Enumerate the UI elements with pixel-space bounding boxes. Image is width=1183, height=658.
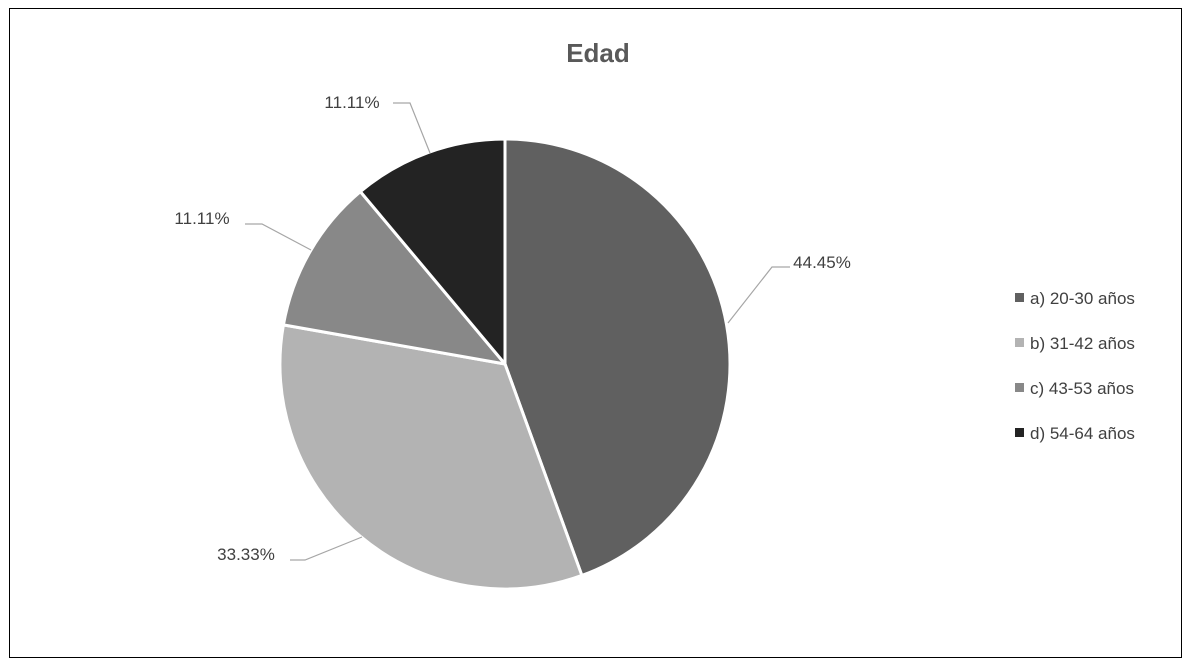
leader-line-c bbox=[245, 223, 312, 251]
data-label-b: 33.33% bbox=[217, 545, 275, 564]
legend: a) 20-30 años b) 31-42 años c) 43-53 años d… bbox=[1015, 289, 1135, 443]
leader-line-d bbox=[393, 102, 431, 154]
pie-slices bbox=[278, 137, 732, 591]
legend-label-a: a) 20-30 años bbox=[1030, 289, 1135, 308]
legend-swatch-a bbox=[1015, 293, 1024, 302]
pie-slice-a bbox=[503, 137, 732, 577]
leader-lines bbox=[245, 102, 790, 561]
pie-slice-b bbox=[278, 323, 584, 591]
data-label-d: 11.11% bbox=[324, 93, 379, 112]
data-labels: 44.45% 33.33% 11.11% 11.11% bbox=[174, 93, 850, 564]
leader-line-a bbox=[727, 266, 790, 324]
legend-label-d: d) 54-64 años bbox=[1030, 424, 1135, 443]
data-label-c: 11.11% bbox=[174, 209, 229, 228]
chart-title: Edad bbox=[566, 38, 630, 68]
legend-label-c: c) 43-53 años bbox=[1030, 379, 1134, 398]
data-label-a: 44.45% bbox=[793, 253, 851, 272]
legend-label-b: b) 31-42 años bbox=[1030, 334, 1135, 353]
leader-line-b bbox=[290, 536, 363, 561]
legend-swatch-d bbox=[1015, 428, 1024, 437]
pie-slice-d bbox=[358, 137, 507, 366]
legend-swatch-c bbox=[1015, 383, 1024, 392]
legend-swatch-b bbox=[1015, 338, 1024, 347]
pie-slice-c bbox=[281, 190, 507, 366]
